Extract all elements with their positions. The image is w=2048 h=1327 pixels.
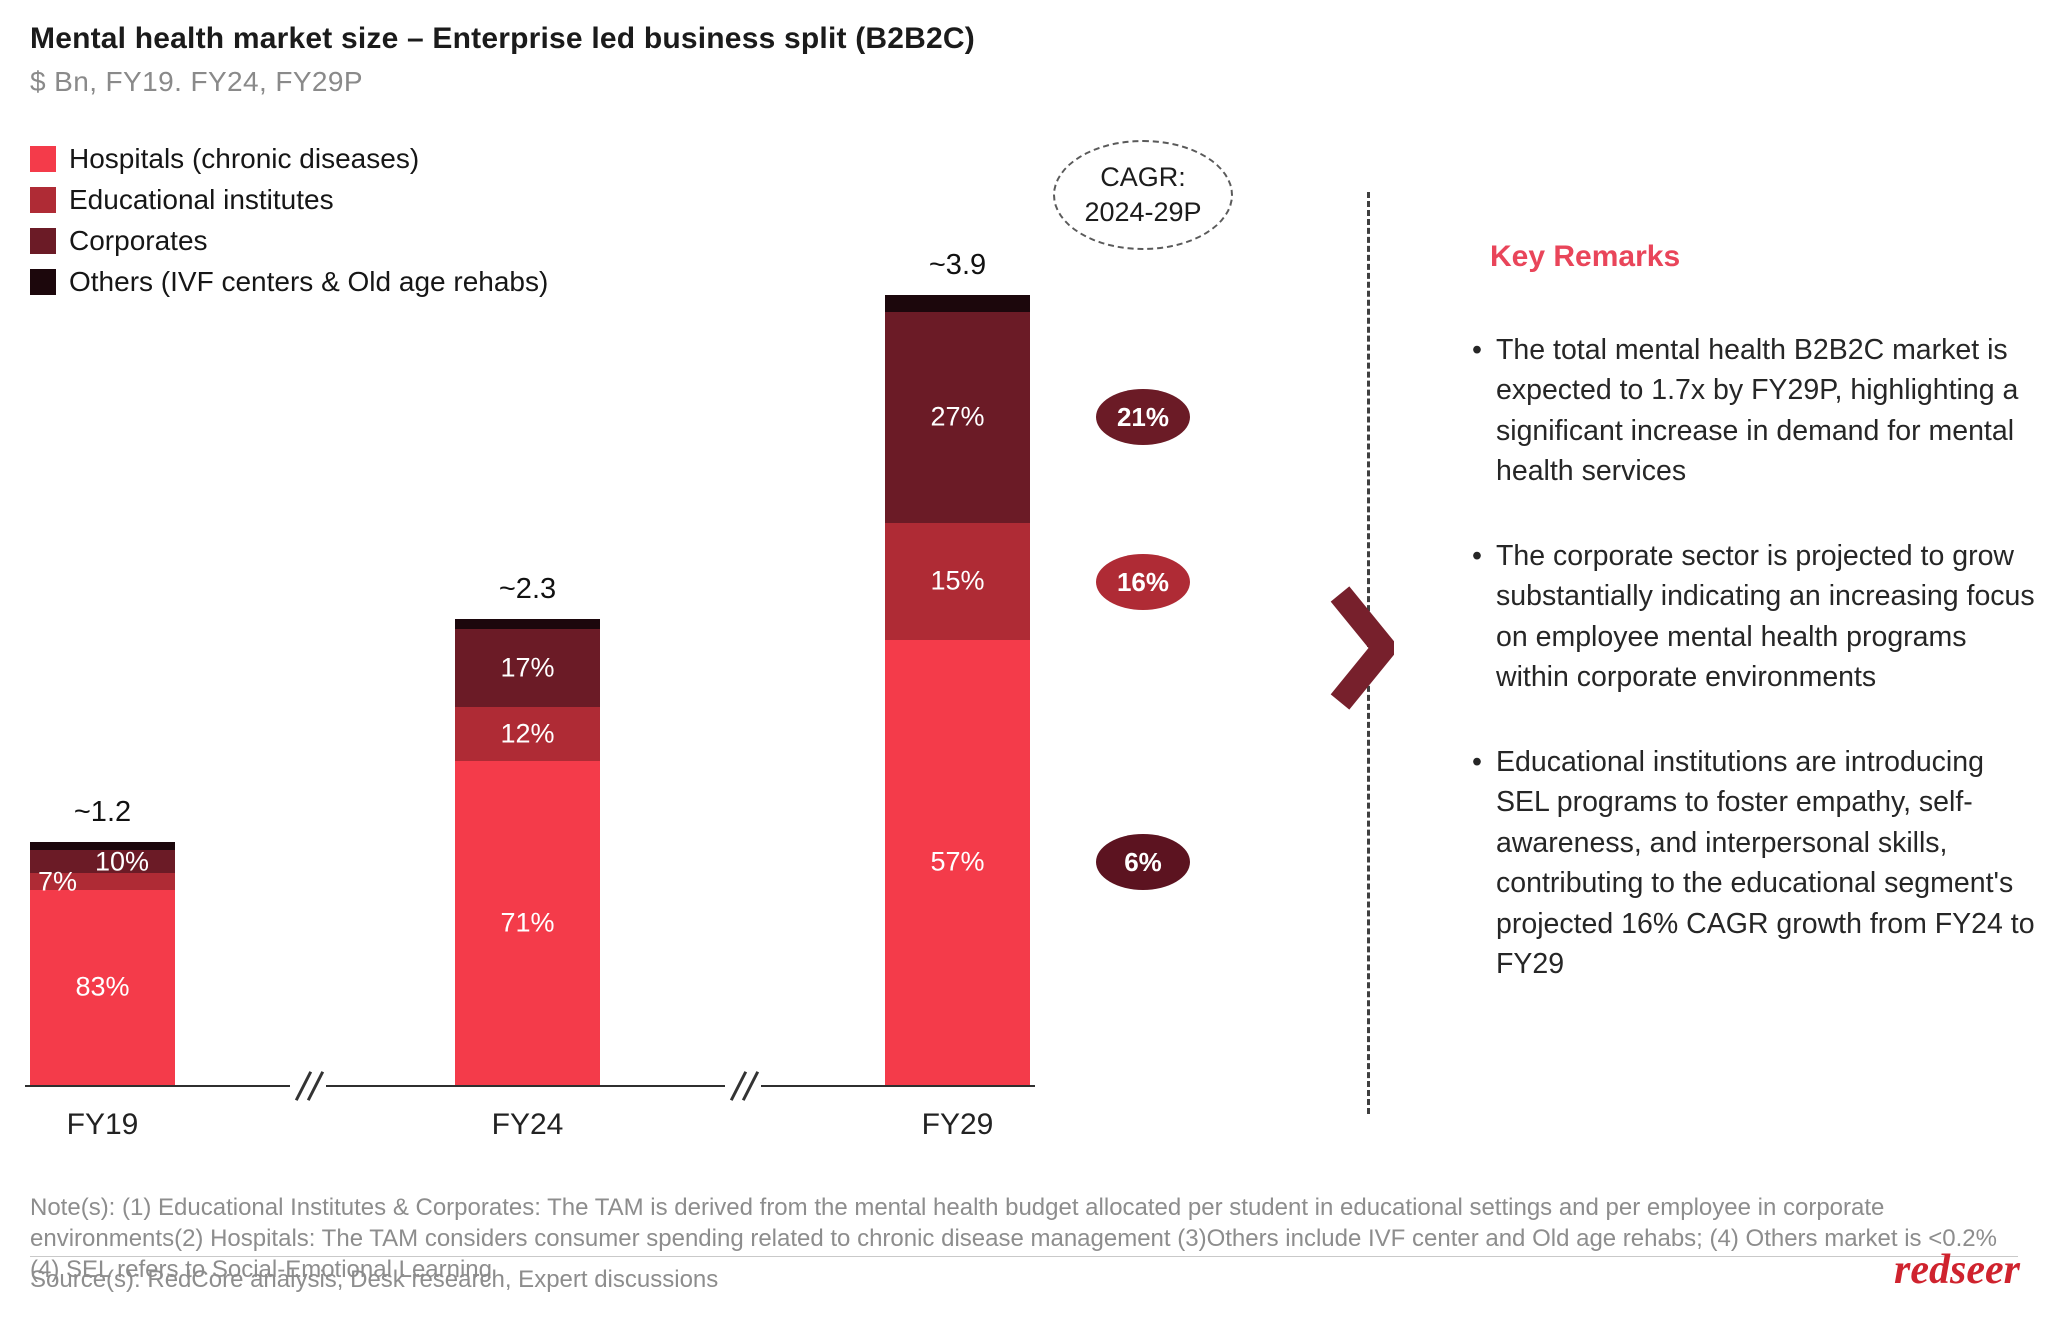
segment-value-label: 12% [500, 718, 555, 749]
x-axis-label-FY24: FY24 [491, 1108, 564, 1141]
legend-swatch-icon [30, 228, 56, 254]
remark-bullet-1: The corporate sector is projected to gro… [1470, 536, 2038, 698]
bar-segment-corporates-FY24: 17% [455, 629, 600, 707]
cagr-badge-hospitals: 6% [1096, 834, 1190, 890]
chart-legend: Hospitals (chronic diseases) Educational … [30, 143, 548, 298]
bar-segment-hospitals-FY24: 71% [455, 761, 600, 1085]
redseer-logo: redseer [1894, 1247, 2020, 1293]
cagr-line1: CAGR: [1100, 161, 1186, 192]
bar-FY19: 10% 7% 83% [30, 841, 175, 1085]
bar-segment-corporates-FY29: 27% [885, 312, 1030, 523]
segment-value-label: 10% [94, 846, 149, 877]
legend-label: Hospitals (chronic diseases) [69, 143, 420, 174]
cagr-oval-label: CAGR: 2024-29P [1053, 140, 1233, 250]
cagr-badge-educational: 16% [1096, 554, 1190, 610]
legend-swatch-icon [30, 269, 56, 295]
axis-break-icon [290, 1068, 326, 1104]
bar-total-label-FY24: ~2.3 [498, 573, 557, 606]
axis-break-icon [725, 1068, 761, 1104]
bar-FY24: 17% 12% 71% [455, 619, 600, 1085]
bar-FY29: 27% 15% 57% [885, 295, 1030, 1085]
segment-value-label: 7% [38, 866, 78, 897]
bar-segment-educational-FY19: 7% [30, 866, 175, 896]
segment-value-label: 83% [75, 971, 130, 1002]
segment-value-label: 17% [500, 652, 555, 683]
page-subtitle: $ Bn, FY19. FY24, FY29P [30, 66, 363, 97]
footer-divider [30, 1256, 2018, 1257]
segment-value-label: 27% [930, 401, 985, 432]
bar-segment-others-FY29 [885, 295, 1030, 312]
bar-segment-educational-FY29: 15% [885, 522, 1030, 640]
bar-segment-corporates-FY19: 10% [30, 846, 175, 876]
legend-label: Others (IVF centers & Old age rehabs) [69, 266, 549, 297]
segment-value-label: 15% [930, 565, 985, 596]
bar-segment-hospitals-FY29: 57% [885, 639, 1030, 1085]
source-line: Source(s): RedCore analysis, Desk resear… [30, 1266, 719, 1293]
segment-value-label: 71% [500, 907, 555, 938]
legend-label: Educational institutes [69, 184, 334, 215]
chevron-right-icon [1330, 586, 1394, 710]
bar-segment-others-FY19 [30, 841, 175, 850]
cagr-line2: 2024-29P [1084, 197, 1202, 227]
footnotes: Note(s): (1) Educational Institutes & Co… [30, 1194, 1997, 1284]
key-remarks-heading: Key Remarks [1490, 240, 1681, 273]
cagr-badge-corporates: 21% [1096, 389, 1190, 445]
legend-item-1: Educational institutes [30, 184, 548, 216]
page-title: Mental health market size – Enterprise l… [30, 22, 975, 55]
remark-bullet-0: The total mental health B2B2C market is … [1470, 330, 2038, 492]
legend-swatch-icon [30, 146, 56, 172]
x-axis-label-FY19: FY19 [66, 1108, 139, 1141]
stacked-bar-chart: 10% 7% 83% ~1.2 FY19 17% 12% 71% ~2.3 FY24 27% 15% 5… [25, 249, 1035, 1141]
legend-item-3: Others (IVF centers & Old age rehabs) [30, 266, 548, 298]
segment-value-label: 57% [930, 846, 985, 877]
key-remarks-list: The total mental health B2B2C market is … [1470, 330, 2038, 1029]
x-axis-label-FY29: FY29 [921, 1108, 994, 1141]
x-axis-line [25, 1085, 1035, 1087]
legend-label: Corporates [69, 225, 208, 256]
legend-item-2: Corporates [30, 225, 548, 257]
legend-swatch-icon [30, 187, 56, 213]
remark-bullet-2: Educational institutions are introducing… [1470, 742, 2038, 985]
bar-segment-hospitals-FY19: 83% [30, 889, 175, 1085]
legend-item-0: Hospitals (chronic diseases) [30, 143, 548, 175]
bar-total-label-FY19: ~1.2 [73, 795, 132, 828]
bar-segment-educational-FY24: 12% [455, 706, 600, 762]
bar-total-label-FY29: ~3.9 [928, 249, 987, 281]
bar-segment-others-FY24 [455, 619, 600, 630]
